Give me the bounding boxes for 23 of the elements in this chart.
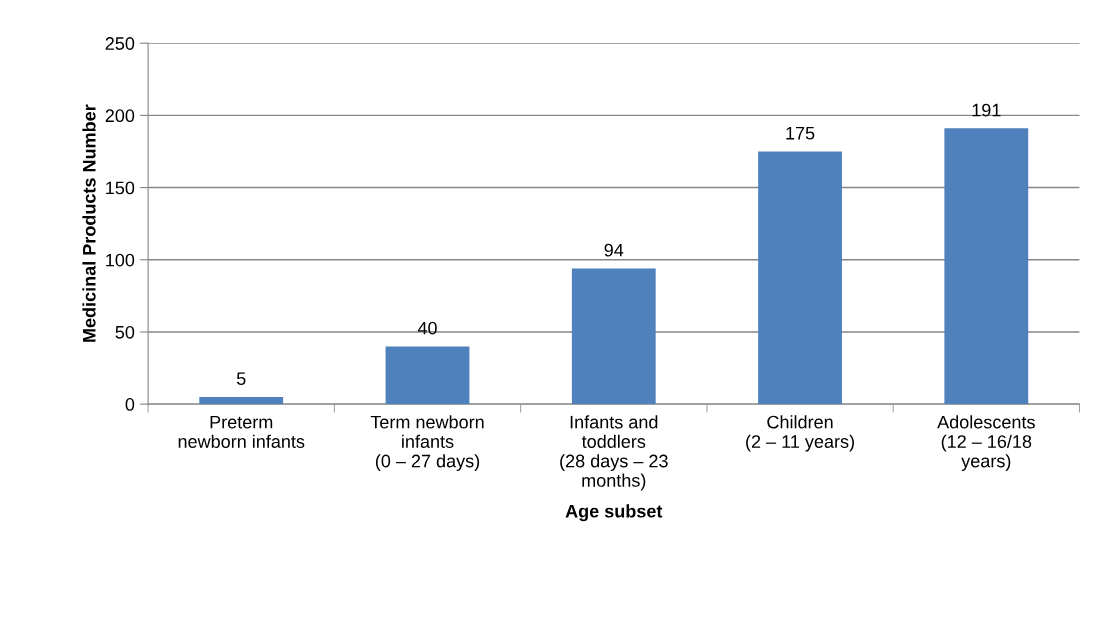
data-label: 40 — [417, 321, 437, 335]
bar — [571, 268, 656, 405]
bar — [944, 128, 1029, 405]
x-tick-label: Infants and toddlers (28 days – 23 months) — [560, 415, 668, 491]
data-label: 191 — [972, 103, 1001, 117]
x-tick-label: Children (2 – 11 years) — [746, 415, 854, 452]
y-tick-label: 200 — [105, 109, 135, 123]
y-axis-title: Medicinal Products Number — [82, 104, 96, 342]
data-label: 5 — [236, 372, 246, 386]
data-label: 94 — [604, 243, 624, 257]
bar — [758, 151, 842, 405]
y-tick-label: 150 — [106, 181, 135, 195]
x-tick-label: Adolescents (12 – 16/18 years) — [937, 415, 1035, 471]
y-tick-label: 100 — [106, 253, 135, 267]
data-label: 175 — [786, 126, 815, 140]
x-tick-label: Term newborn infants (0 – 27 days) — [370, 415, 484, 471]
x-tick-label: Preterm newborn infants — [178, 415, 305, 448]
y-tick-label: 0 — [125, 398, 135, 411]
bar — [199, 396, 284, 405]
y-tick-label: 250 — [105, 37, 135, 50]
bar — [385, 346, 470, 405]
x-axis-title: Age subset — [565, 504, 663, 522]
y-tick-label: 50 — [115, 325, 135, 339]
